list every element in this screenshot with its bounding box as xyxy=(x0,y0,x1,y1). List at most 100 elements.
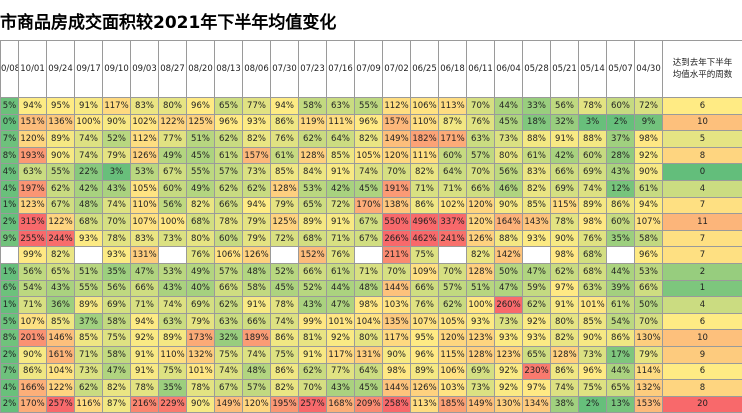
heat-cell: 90% xyxy=(382,345,411,364)
heat-cell: 85% xyxy=(270,163,299,181)
heat-cell: 82% xyxy=(46,246,75,264)
heat-cell: 98% xyxy=(634,130,663,148)
heat-cell: 63% xyxy=(214,312,243,331)
heat-cell: 60% xyxy=(214,229,243,248)
heat-cell: 70% xyxy=(634,312,663,331)
heat-cell: 130% xyxy=(634,329,663,347)
heat-cell: 166% xyxy=(18,379,47,397)
heat-cell: 89% xyxy=(158,329,187,347)
heat-cell: 10 xyxy=(662,329,742,347)
heat-cell: 66% xyxy=(214,279,243,298)
table-row: 4% 63% 55% 22% 3% 53% 67% 55% 57% 73% 85% 84% 91% 74%… xyxy=(0,163,742,181)
heat-cell: 82% xyxy=(522,179,551,198)
table-row: 6% 54% 43% 55% 56% 66% 43% 40% 66% 58% 45% 52% 44% 48… xyxy=(0,279,742,298)
heat-cell: 71% xyxy=(130,296,159,314)
heat-cell: 107% xyxy=(130,213,159,231)
heat-cell: 64% xyxy=(354,362,383,381)
heat-cell: 55% xyxy=(46,163,75,181)
heat-cell: 76% xyxy=(270,130,299,148)
heat-cell: 92% xyxy=(130,329,159,347)
heat-cell: 106% xyxy=(214,246,243,264)
heat-cell: 116% xyxy=(74,395,103,413)
heat-cell: 157% xyxy=(242,146,271,165)
heat-cell: 74% xyxy=(74,130,103,148)
heat-cell: 135% xyxy=(382,312,411,331)
heat-cell: 95% xyxy=(410,329,439,347)
heat-cell: 84% xyxy=(298,163,327,181)
heat-cell: 51% xyxy=(186,130,215,148)
heat-cell: 74% xyxy=(354,163,383,181)
heat-cell: 70% xyxy=(382,163,411,181)
table-row: 2% 90% 161% 71% 58% 91% 110% 132% 75% 74% 75% 91% 11… xyxy=(0,345,742,364)
heat-cell: 80% xyxy=(550,312,579,331)
heat-cell: 105% xyxy=(354,146,383,165)
heat-cell: 43% xyxy=(606,163,635,181)
heat-cell: 32% xyxy=(550,113,579,132)
heat-cell: 58% xyxy=(634,229,663,248)
heat-cell: 76% xyxy=(466,113,495,132)
heat-cell: 143% xyxy=(522,213,551,231)
heat-cell: 120% xyxy=(466,196,495,215)
heat-cell: 88% xyxy=(494,229,523,248)
heat-cell: 61% xyxy=(270,146,299,165)
heat-cell: 0% xyxy=(0,113,19,132)
heat-cell: 62% xyxy=(522,296,551,314)
heat-cell: 45% xyxy=(354,179,383,198)
heat-cell: 99% xyxy=(18,246,47,264)
heat-cell: 6 xyxy=(662,97,742,115)
heat-cell: 168% xyxy=(326,395,355,413)
heat-cell: 4 xyxy=(662,296,742,314)
heat-cell: 91% xyxy=(326,213,355,231)
heat-cell: 52% xyxy=(270,262,299,281)
heat-cell: 88% xyxy=(578,130,607,148)
heat-cell: 149% xyxy=(214,395,243,413)
heat-cell: 90% xyxy=(46,146,75,165)
heat-cell: 122% xyxy=(46,213,75,231)
heat-cell: 59% xyxy=(522,279,551,298)
heat-cell: 78% xyxy=(102,229,131,248)
heat-cell: 98% xyxy=(382,362,411,381)
heat-cell: 85% xyxy=(326,146,355,165)
heat-cell: 80% xyxy=(158,97,187,115)
heat-cell: 164% xyxy=(494,213,523,231)
heat-cell: 97% xyxy=(550,279,579,298)
heat-cell: 138% xyxy=(382,196,411,215)
heat-cell: 64% xyxy=(326,130,355,148)
heat-cell: 18% xyxy=(522,113,551,132)
heat-cell: 115% xyxy=(438,345,467,364)
column-header: 08/20 xyxy=(186,40,215,98)
heat-cell: 62% xyxy=(550,262,579,281)
heat-cell: 5 xyxy=(662,130,742,148)
table-row: 9% 255% 244% 93% 78% 83% 73% 80% 60% 79% 72% 68% 71%… xyxy=(0,229,742,248)
heat-cell: 57% xyxy=(214,163,243,181)
heat-cell: 79% xyxy=(242,213,271,231)
heat-cell: 117% xyxy=(102,97,131,115)
heat-cell: 91% xyxy=(298,345,327,364)
heat-cell: 56% xyxy=(494,163,523,181)
heat-cell: 78% xyxy=(578,97,607,115)
heat-cell: 101% xyxy=(186,362,215,381)
heat-cell: 120% xyxy=(438,329,467,347)
heat-cell: 126% xyxy=(410,379,439,397)
heat-cell: 62% xyxy=(214,179,243,198)
heat-cell: 195% xyxy=(270,395,299,413)
heat-cell: 93% xyxy=(74,229,103,248)
heat-cell: 209% xyxy=(354,395,383,413)
heat-cell: 103% xyxy=(382,296,411,314)
heat-cell: 152% xyxy=(298,246,327,264)
heat-cell: 67% xyxy=(46,196,75,215)
heat-cell: 72% xyxy=(634,97,663,115)
heat-cell: 33% xyxy=(522,97,551,115)
heat-cell: 46% xyxy=(494,179,523,198)
heat-cell: 66% xyxy=(634,279,663,298)
heat-cell: 44% xyxy=(606,262,635,281)
heat-cell: 9% xyxy=(0,229,19,248)
heat-cell: 3% xyxy=(578,113,607,132)
heat-cell: 104% xyxy=(46,362,75,381)
heat-cell: 55% xyxy=(354,97,383,115)
heat-cell: 144% xyxy=(382,379,411,397)
heat-cell: 73% xyxy=(158,229,187,248)
heat-cell: 136% xyxy=(46,113,75,132)
heat-cell: 94% xyxy=(270,97,299,115)
